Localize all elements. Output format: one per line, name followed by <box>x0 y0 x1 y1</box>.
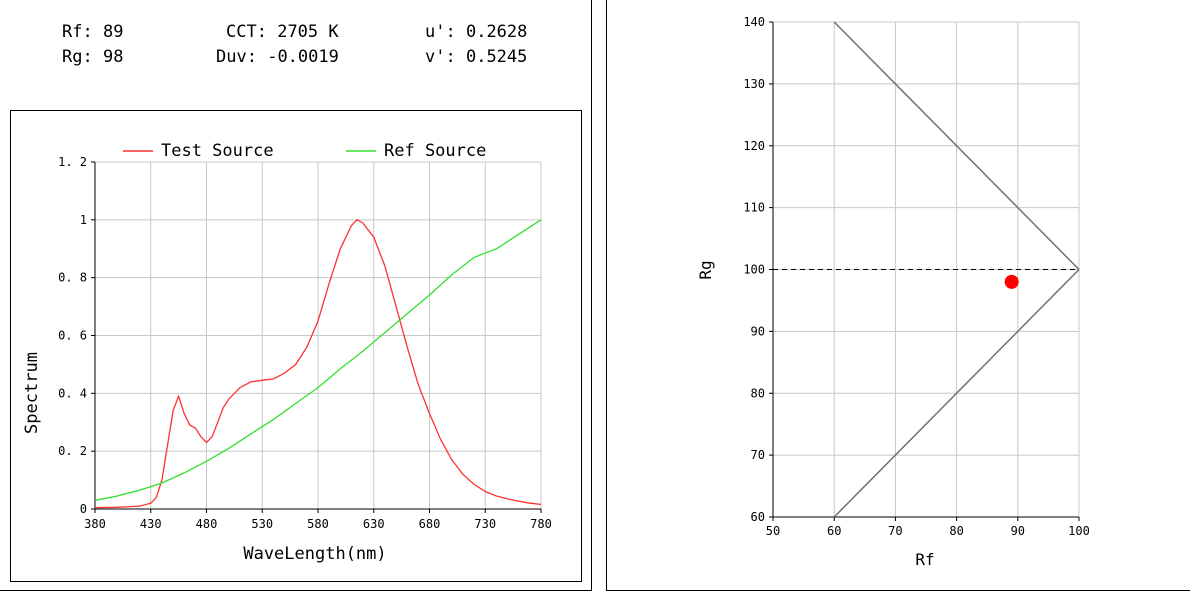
rf-rg-y-tick-label: 70 <box>751 448 765 462</box>
rf-rg-data-point <box>1004 274 1019 289</box>
u-prime-metric: u': 0.2628 <box>425 22 527 42</box>
metrics-readout: Rf: 89 Rg: 98 CCT: 2705 K Duv: -0.0019 u… <box>0 0 591 90</box>
rf-rg-y-tick-label: 60 <box>751 510 765 524</box>
spectrum-chart: 380 430 480 530 580 630 680 730 780 0 0. 2 0. 4 0. 6… <box>22 141 552 564</box>
rf-rg-y-axis-label: Rg <box>696 260 715 279</box>
rf-rg-x-tick-label: 70 <box>888 524 902 538</box>
rf-metric: Rf: 89 <box>62 22 123 42</box>
u-prime-label: u': <box>425 22 456 42</box>
spectrum-x-tick-label: 780 <box>530 517 552 531</box>
rg-value: 98 <box>102 47 124 67</box>
rf-rg-x-tick-label: 90 <box>1011 524 1025 538</box>
spectrum-x-tick-label: 630 <box>363 517 385 531</box>
cct-metric: CCT: 2705 K <box>226 22 339 42</box>
rf-label: Rf: <box>62 22 93 42</box>
rf-rg-boundary-line-0 <box>833 21 1080 271</box>
legend-label-1: Ref Source <box>384 141 486 161</box>
spectrum-x-tick-label: 430 <box>140 517 162 531</box>
spectrum-y-axis-label: Spectrum <box>22 352 42 434</box>
cct-label: CCT: <box>226 22 267 42</box>
spectrum-x-tick-label: 380 <box>84 517 106 531</box>
duv-value: -0.0019 <box>267 47 339 67</box>
v-prime-metric: v': 0.5245 <box>425 47 527 67</box>
spectrum-y-tick-label: 0. 4 <box>58 386 87 400</box>
legend-label-0: Test Source <box>161 141 274 161</box>
spectrum-y-tick-label: 1 <box>80 213 87 227</box>
rf-rg-y-tick-label: 90 <box>751 324 765 338</box>
rf-value: 89 <box>102 22 124 42</box>
v-prime-label: v': <box>425 47 456 67</box>
duv-metric: Duv: -0.0019 <box>216 47 339 67</box>
rg-label: Rg: <box>62 47 93 67</box>
spectrum-series-0-line <box>94 219 542 509</box>
rf-rg-x-tick-label: 50 <box>766 524 780 538</box>
spectrum-y-tick-label: 0. 2 <box>58 444 87 458</box>
spectrum-chart-frame: 380 430 480 530 580 630 680 730 780 0 0. 2 0. 4 0. 6… <box>10 110 582 582</box>
cct-value: 2705 K <box>277 22 339 42</box>
rf-rg-y-tick-label: 80 <box>751 386 765 400</box>
spectrum-y-tick-label: 0. 6 <box>58 329 87 343</box>
spectrum-y-tick-label: 1. 2 <box>58 155 87 169</box>
spectrum-x-tick-label: 480 <box>196 517 218 531</box>
rf-rg-y-tick-label: 120 <box>743 139 765 153</box>
spectrum-x-axis-label: WaveLength(nm) <box>243 544 386 564</box>
rf-rg-y-tick-label: 100 <box>743 263 765 277</box>
right-panel: 50 60 70 80 90 100 60 70 80 90 100 110 120 130 140 Rf … <box>606 0 1190 591</box>
rf-rg-x-axis-label: Rf <box>915 550 934 569</box>
spectrum-x-tick-label: 580 <box>307 517 329 531</box>
rf-rg-x-tick-label: 60 <box>827 524 841 538</box>
spectrum-y-tick-label: 0. 8 <box>58 271 87 285</box>
u-prime-value: 0.2628 <box>465 22 528 42</box>
spectrum-x-tick-label: 730 <box>474 517 496 531</box>
rf-rg-x-tick-label: 100 <box>1068 524 1090 538</box>
spectrum-series-1-line <box>94 219 542 501</box>
rf-rg-y-tick-label: 110 <box>743 201 765 215</box>
rg-metric: Rg: 98 <box>62 47 123 67</box>
rf-rg-y-tick-label: 140 <box>743 15 765 29</box>
rf-rg-boundary-line-1 <box>833 268 1080 518</box>
v-prime-value: 0.5245 <box>465 47 528 67</box>
spectrum-x-tick-label: 530 <box>251 517 273 531</box>
spectrum-x-tick-label: 680 <box>419 517 441 531</box>
spectrum-y-tick-label: 0 <box>80 502 87 516</box>
rf-rg-y-tick-label: 130 <box>743 77 765 91</box>
left-panel: Rf: 89 Rg: 98 CCT: 2705 K Duv: -0.0019 u… <box>0 0 592 591</box>
rf-rg-x-tick-label: 80 <box>949 524 963 538</box>
duv-label: Duv: <box>216 47 257 67</box>
